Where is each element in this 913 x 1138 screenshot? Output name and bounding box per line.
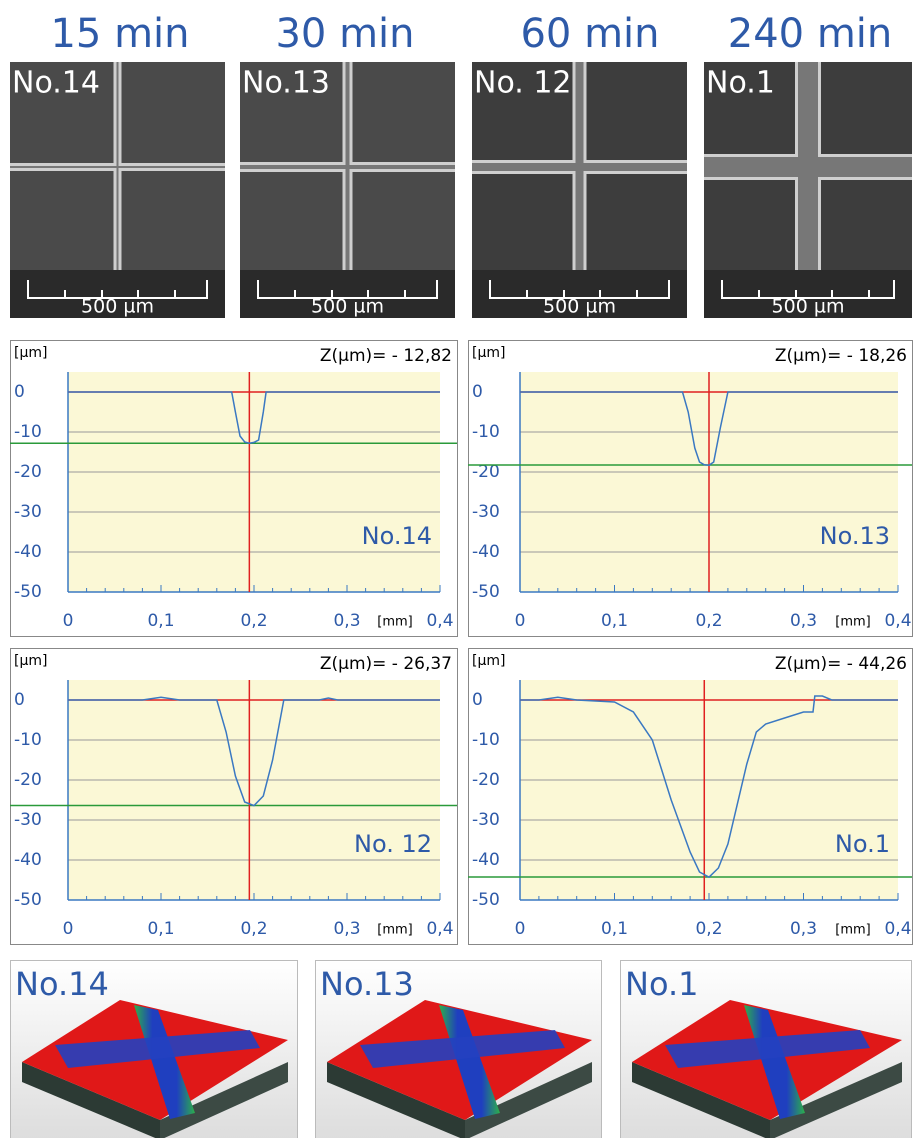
y-tick-label: -10 — [472, 730, 500, 750]
y-tick-label: -40 — [14, 542, 42, 562]
depth-label: Z(µm)= - 18,26 — [775, 346, 907, 366]
x-tick-label: 0 — [515, 919, 526, 939]
groove-center — [472, 163, 687, 171]
y-tick-label: 0 — [472, 382, 483, 402]
x-tick-label: 0,4 — [884, 611, 911, 631]
y-axis-label: [µm] — [472, 653, 505, 669]
x-tick-label: 0,3 — [333, 611, 360, 631]
chart-title: No.1 — [835, 830, 890, 858]
x-tick-label: 0,2 — [240, 919, 267, 939]
y-tick-label: -10 — [472, 422, 500, 442]
y-tick-label: -30 — [472, 502, 500, 522]
scale-label: 500 µm — [543, 296, 616, 318]
x-tick-label: 0,2 — [240, 611, 267, 631]
x-tick-label: 0,1 — [601, 919, 628, 939]
depth-label: Z(µm)= - 26,37 — [320, 654, 452, 674]
y-tick-label: -10 — [14, 730, 42, 750]
time-label: 30 min — [275, 11, 414, 57]
x-axis-label: [mm] — [835, 923, 870, 938]
x-tick-label: 0,4 — [426, 611, 453, 631]
x-tick-label: 0,3 — [790, 919, 817, 939]
y-tick-label: 0 — [14, 690, 25, 710]
y-tick-label: -30 — [14, 502, 42, 522]
scale-label: 500 µm — [772, 296, 845, 318]
x-tick-label: 0,4 — [426, 919, 453, 939]
x-tick-label: 0,4 — [884, 919, 911, 939]
sem-label: No. 12 — [474, 66, 572, 101]
profile-charts: 0 -10 -20 -30 -40 -50 0 0,1 0,2 0,3 0,4 [µm] Z(µm)= … — [10, 341, 913, 945]
scale-label: 500 µm — [311, 296, 384, 318]
y-tick-label: -50 — [472, 582, 500, 602]
chart-title: No. 12 — [354, 830, 432, 858]
sem-images: 500 µm No.14 500 µm No.13 500 µm No. 12 500 µm… — [10, 62, 912, 318]
y-tick-label: -20 — [14, 770, 42, 790]
x-tick-label: 0,3 — [333, 919, 360, 939]
plot-area — [68, 372, 440, 592]
groove-center — [240, 165, 455, 169]
y-tick-label: 0 — [472, 690, 483, 710]
y-axis-label: [µm] — [472, 345, 505, 361]
scale-label: 500 µm — [81, 296, 154, 318]
y-tick-label: -10 — [14, 422, 42, 442]
render-label: No.13 — [320, 965, 414, 1003]
render-label: No.1 — [625, 965, 698, 1003]
sem-label: No.1 — [706, 66, 775, 101]
y-tick-label: 0 — [14, 382, 25, 402]
sem-label: No.13 — [242, 66, 330, 101]
y-tick-label: -30 — [472, 810, 500, 830]
x-axis-label: [mm] — [377, 923, 412, 938]
x-tick-label: 0,1 — [147, 611, 174, 631]
y-axis-label: [µm] — [14, 345, 47, 361]
time-label: 240 min — [728, 11, 893, 57]
time-label: 15 min — [50, 11, 189, 57]
render-label: No.14 — [15, 965, 109, 1003]
sem-label: No.14 — [12, 66, 100, 101]
x-axis-label: [mm] — [835, 615, 870, 630]
y-tick-label: -40 — [14, 850, 42, 870]
figure: 15 min 30 min 60 min 240 min 500 µm No.14… — [0, 0, 913, 1138]
y-tick-label: -20 — [14, 462, 42, 482]
groove-center — [10, 166, 225, 168]
x-tick-label: 0,3 — [790, 611, 817, 631]
groove-center — [704, 157, 912, 177]
x-tick-label: 0 — [63, 611, 74, 631]
depth-label: Z(µm)= - 12,82 — [320, 346, 452, 366]
y-tick-label: -40 — [472, 542, 500, 562]
chart-title: No.14 — [362, 522, 432, 550]
y-tick-label: -50 — [14, 582, 42, 602]
x-tick-label: 0 — [63, 919, 74, 939]
plot-area — [520, 680, 898, 900]
y-tick-label: -30 — [14, 810, 42, 830]
y-tick-label: -50 — [472, 890, 500, 910]
plot-area — [68, 680, 440, 900]
depth-label: Z(µm)= - 44,26 — [775, 654, 907, 674]
y-axis-label: [µm] — [14, 653, 47, 669]
chart-title: No.13 — [820, 522, 890, 550]
y-tick-label: -50 — [14, 890, 42, 910]
x-tick-label: 0,2 — [695, 919, 722, 939]
time-label: 60 min — [520, 11, 659, 57]
x-tick-label: 0,1 — [601, 611, 628, 631]
x-tick-label: 0,2 — [695, 611, 722, 631]
x-axis-label: [mm] — [377, 615, 412, 630]
x-tick-label: 0,1 — [147, 919, 174, 939]
y-tick-label: -40 — [472, 850, 500, 870]
3d-renders: No.14 No.13 No.1 — [11, 961, 912, 1138]
y-tick-label: -20 — [472, 770, 500, 790]
x-tick-label: 0 — [515, 611, 526, 631]
